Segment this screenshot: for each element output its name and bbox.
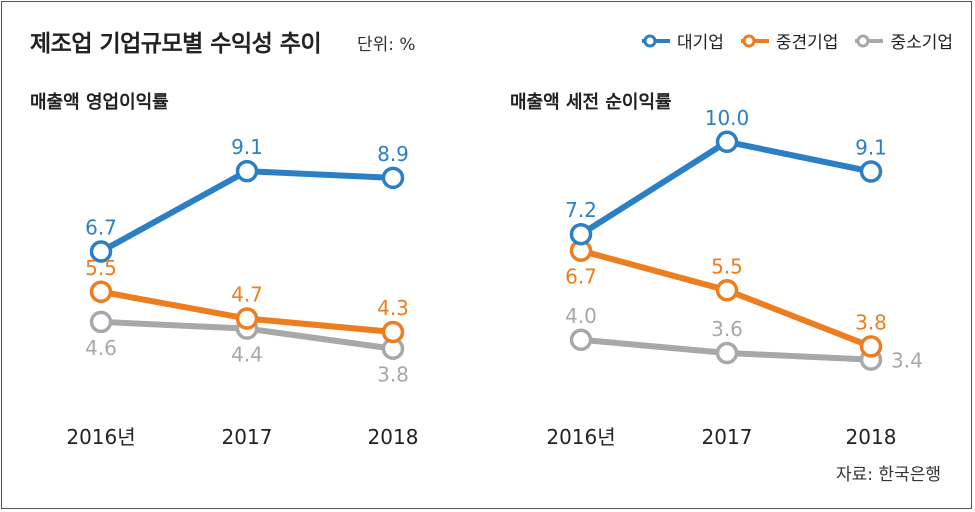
category-label-1-0: 2016년	[546, 425, 615, 449]
data-point-0-1-0	[89, 280, 113, 303]
data-label-1-0-0: 7.2	[565, 198, 597, 222]
data-point-1-0-0	[569, 222, 593, 246]
data-point-0-0-2	[381, 166, 405, 190]
legend-item-small: 중소기업	[854, 28, 953, 53]
data-label-1-0-1: 10.0	[705, 106, 750, 130]
data-label-1-1-0: 6.7	[565, 265, 597, 289]
category-label-0-2: 2018	[368, 425, 419, 449]
data-label-0-2-2: 3.8	[377, 363, 409, 387]
data-label-1-1-2: 3.8	[855, 310, 887, 334]
data-label-0-1-2: 4.3	[377, 296, 409, 320]
data-point-0-0-0	[89, 240, 113, 263]
data-point-1-0-1	[715, 130, 739, 154]
category-label-0-1: 2017	[222, 425, 273, 449]
data-label-1-2-2: 3.4	[891, 349, 923, 373]
data-label-0-0-1: 9.1	[231, 135, 263, 159]
category-label-1-2: 2018	[846, 425, 897, 449]
chart-title: 제조업 기업규모별 수익성 추이	[30, 31, 322, 57]
category-label-1-1: 2017	[702, 425, 753, 449]
legend-item-large: 대기업	[641, 28, 724, 53]
legend-label-large: 대기업	[676, 33, 724, 53]
panel-title-pretax: 매출액 세전 순이익률	[510, 92, 672, 113]
data-point-0-2-0	[89, 310, 113, 334]
series-line-1-0	[578, 138, 874, 238]
legend-label-mid: 중견기업	[775, 33, 839, 53]
legend-marker-mid	[740, 34, 769, 47]
data-label-0-1-0: 5.5	[85, 256, 117, 280]
data-label-0-0-0: 6.7	[85, 216, 117, 240]
panel-title-operating: 매출액 영업이익률	[30, 92, 169, 113]
data-label-1-1-1: 5.5	[711, 254, 743, 278]
data-point-0-1-2	[381, 320, 405, 344]
data-label-0-2-1: 4.4	[231, 343, 263, 367]
data-label-1-2-0: 4.0	[565, 304, 597, 328]
legend-label-small: 중소기업	[890, 33, 953, 53]
source-note: 자료: 한국은행	[836, 465, 941, 485]
legend: 대기업 중견기업 중소기업	[641, 28, 953, 53]
series-line-0-0	[98, 168, 396, 255]
data-point-0-1-1	[235, 307, 259, 330]
legend-marker-large	[641, 34, 670, 47]
category-label-0-0: 2016년	[66, 425, 135, 449]
data-label-0-2-0: 4.6	[85, 336, 117, 360]
data-label-0-1-1: 4.7	[231, 283, 263, 307]
legend-marker-small	[855, 34, 884, 47]
data-point-0-0-1	[235, 159, 259, 183]
legend-item-mid: 중견기업	[740, 28, 839, 53]
unit-label: 단위: %	[357, 35, 416, 55]
data-point-1-2-1	[715, 341, 739, 365]
data-label-1-2-1: 3.6	[711, 317, 743, 341]
data-point-1-1-2	[859, 335, 883, 358]
data-point-1-1-1	[715, 279, 739, 302]
data-point-1-2-0	[569, 328, 593, 352]
data-label-1-0-2: 9.1	[855, 136, 887, 160]
data-point-1-0-2	[859, 160, 883, 183]
data-label-0-0-2: 8.9	[377, 142, 409, 166]
